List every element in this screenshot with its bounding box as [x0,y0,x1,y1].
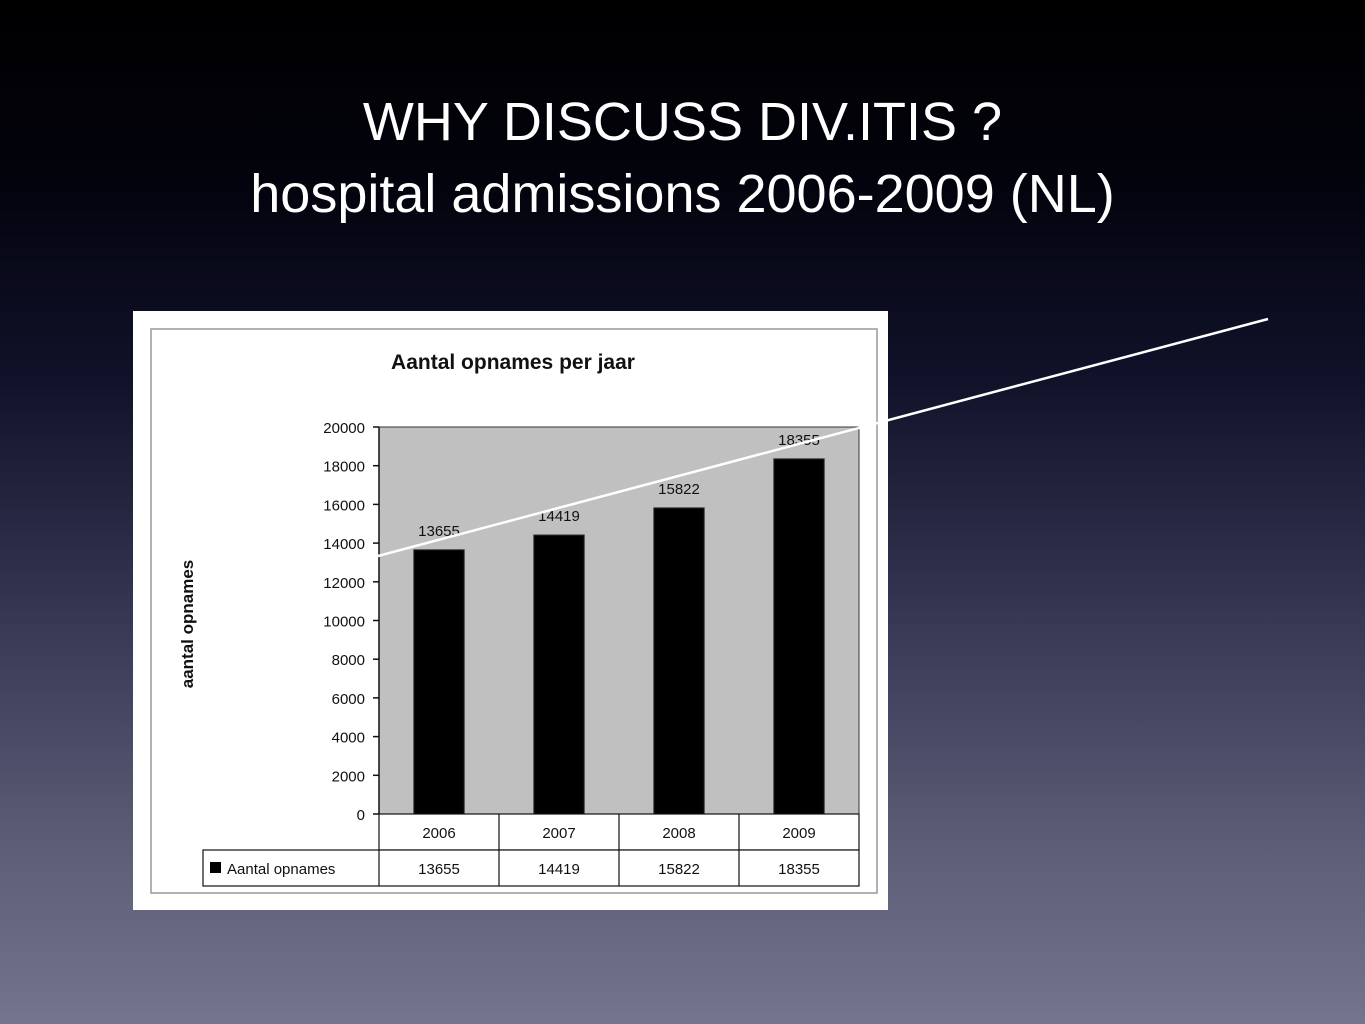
data-label-2006: 13655 [418,523,460,540]
legend-label: Aantal opnames [227,861,335,878]
table-value-cell: 14419 [538,861,580,878]
table-header-cell: 2007 [542,825,575,842]
y-tick-label: 0 [357,807,365,824]
y-tick-label: 18000 [323,459,365,476]
y-tick-label: 8000 [332,652,365,669]
slide-title-line-2: hospital admissions 2006-2009 (NL) [250,164,1115,224]
data-label-2009: 18355 [778,432,820,449]
chart-title: Aantal opnames per jaar [391,351,635,374]
table-value-row [202,849,860,887]
y-tick-label: 4000 [332,730,365,747]
table-header-cell: 2009 [782,825,815,842]
plot-area: 13655 14419 15822 18355 [378,426,860,815]
bar-chart: Aantal opnames per jaar aantal opnames 1… [150,328,878,894]
table-header-cell: 2006 [422,825,455,842]
slide-title: WHY DISCUSS DIV.ITIS ? hospital admissio… [0,86,1365,230]
y-tick-label: 2000 [332,768,365,785]
table-value-cell: 18355 [778,861,820,878]
legend-key [210,862,221,873]
y-axis-label: aantal opnames [178,560,197,689]
bar-2007 [533,534,585,815]
y-tick-label: 12000 [323,575,365,592]
y-tick-label: 16000 [323,497,365,514]
table-value-cell: 13655 [418,861,460,878]
data-table: 2006 2007 2008 2009 13655 14419 15822 18355 Aant… [202,813,860,887]
y-tick-label: 14000 [323,536,365,553]
y-tick-label: 6000 [332,691,365,708]
bar-2009 [773,458,825,815]
slide-title-line-1: WHY DISCUSS DIV.ITIS ? [362,92,1003,152]
y-tick-label: 10000 [323,614,365,631]
data-label-2007: 14419 [538,508,580,525]
y-tick-label: 20000 [323,420,365,437]
table-value-cell: 15822 [658,861,700,878]
table-header-cell: 2008 [662,825,695,842]
chart-image: Aantal opnames per jaar aantal opnames 1… [133,311,888,910]
bar-2006 [413,549,465,815]
bar-2008 [653,507,705,815]
data-label-2008: 15822 [658,481,700,498]
y-axis: 0 2000 4000 6000 8000 10000 12000 14000 16000 180… [323,420,380,824]
